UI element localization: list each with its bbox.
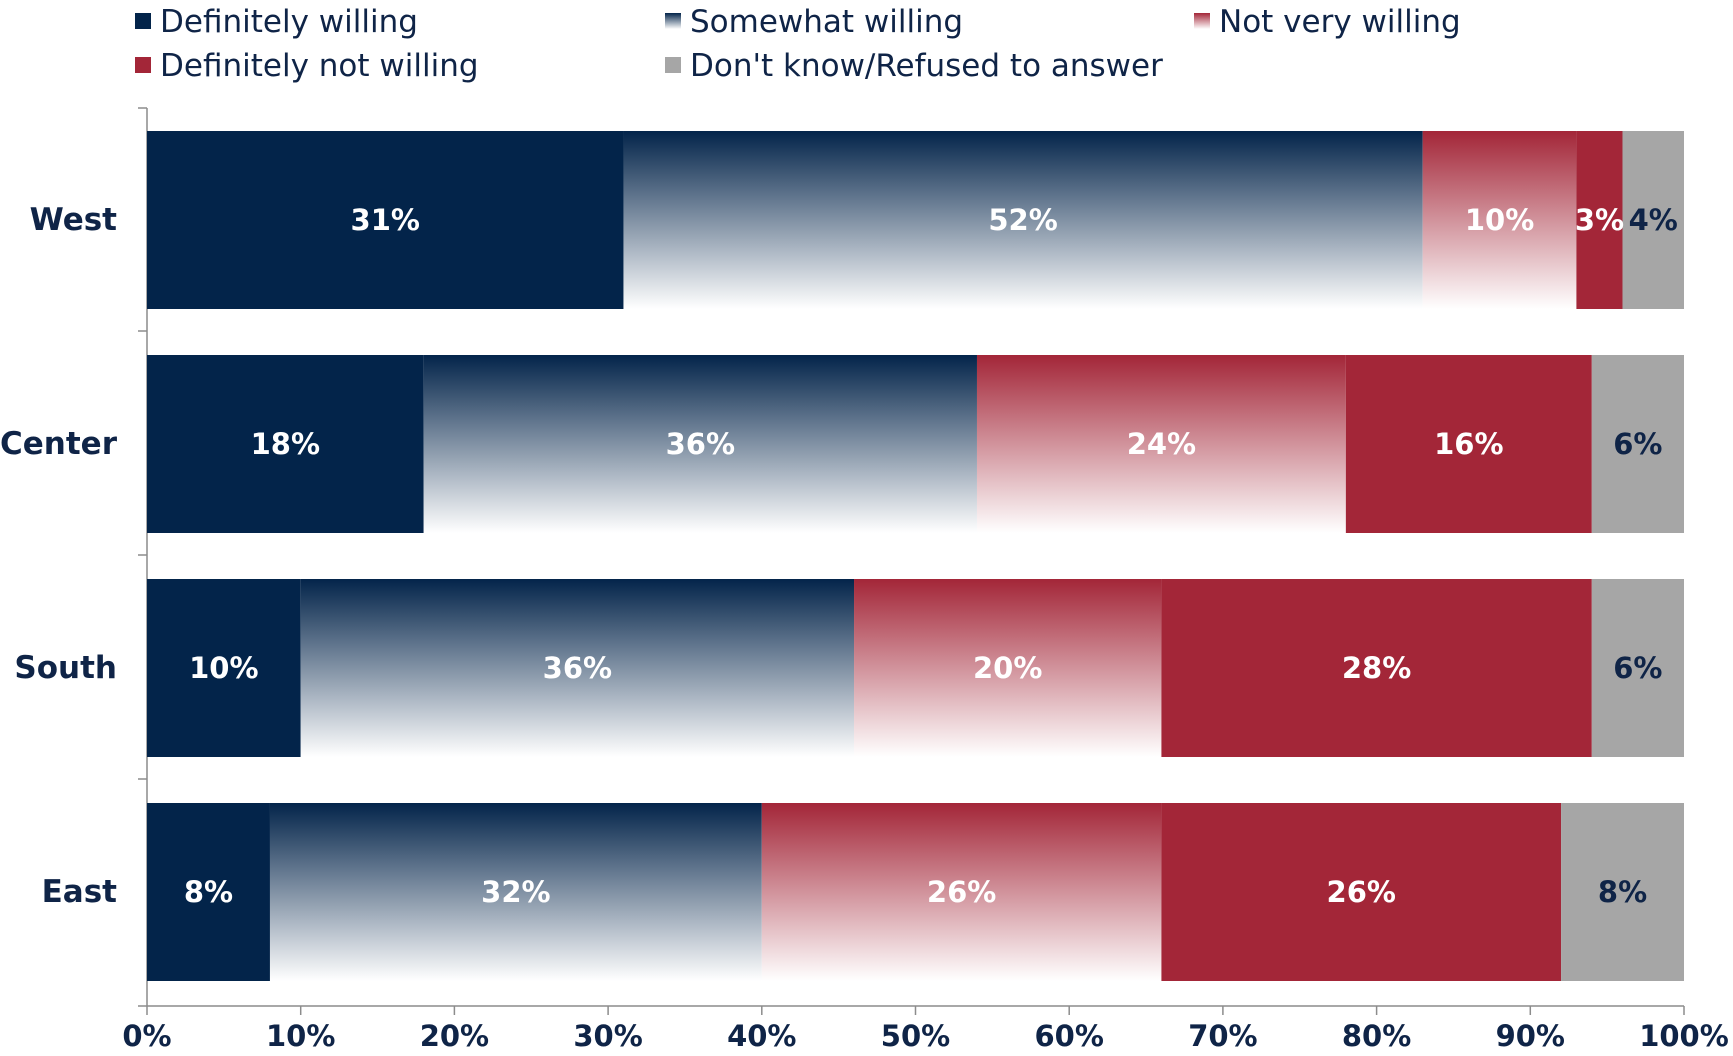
category-label-south: South (14, 650, 117, 686)
bar-west-definitely-willing (147, 131, 624, 309)
data-labels: 31% 52% 10% 3% 4% 18% 36% 24% 16% 6% 10% 36% 20% 28% 6… (184, 203, 1678, 909)
bar-south-definitely-not-willing (1161, 579, 1592, 757)
bar-east-not-very-willing (761, 803, 1162, 981)
data-label-east-definitely-not-willing: 26% (1327, 875, 1396, 909)
x-tick-label-40: 40% (727, 1019, 796, 1053)
data-label-east-somewhat-willing: 32% (481, 875, 550, 909)
x-tick-label-30: 30% (573, 1019, 642, 1053)
bar-south-not-very-willing (854, 579, 1162, 757)
data-label-west-somewhat-willing: 52% (988, 203, 1057, 237)
data-label-west-definitely-willing: 31% (351, 203, 420, 237)
x-tick-label-90: 90% (1496, 1019, 1565, 1053)
data-label-south-don-t-know-refused-to-answer: 6% (1613, 651, 1662, 685)
bar-center-definitely-not-willing (1345, 355, 1592, 533)
axes: 0% 10% 20% 30% 40% 50% 60% 70% 80% 90% 100% West Cen… (0, 107, 1729, 1053)
bar-center-definitely-willing (147, 355, 424, 533)
x-tick-label-70: 70% (1188, 1019, 1257, 1053)
x-tick-label-0: 0% (122, 1019, 171, 1053)
legend-swatch-somewhat-willing (665, 13, 681, 29)
data-label-west-definitely-not-willing: 3% (1575, 203, 1624, 237)
data-label-center-don-t-know-refused-to-answer: 6% (1613, 427, 1662, 461)
data-label-west-not-very-willing: 10% (1465, 203, 1534, 237)
bar-east-definitely-not-willing (1161, 803, 1562, 981)
data-label-south-somewhat-willing: 36% (543, 651, 612, 685)
bar-west-somewhat-willing (623, 131, 1423, 309)
legend-label-definitely-willing: Definitely willing (160, 4, 418, 40)
bars (147, 131, 1684, 981)
bar-west-don-t-know-refused-to-answer (1622, 131, 1684, 309)
data-label-east-not-very-willing: 26% (927, 875, 996, 909)
bar-south-don-t-know-refused-to-answer (1591, 579, 1684, 757)
bar-center-don-t-know-refused-to-answer (1591, 355, 1684, 533)
data-label-south-definitely-not-willing: 28% (1342, 651, 1411, 685)
x-tick-label-50: 50% (881, 1019, 950, 1053)
bar-west-not-very-willing (1422, 131, 1577, 309)
x-tick-label-100: 100% (1639, 1019, 1729, 1053)
data-label-center-definitely-willing: 18% (251, 427, 320, 461)
bar-east-definitely-willing (147, 803, 270, 981)
category-label-east: East (42, 874, 118, 910)
data-label-south-definitely-willing: 10% (189, 651, 258, 685)
data-label-center-not-very-willing: 24% (1127, 427, 1196, 461)
category-label-west: West (30, 202, 118, 238)
data-label-center-somewhat-willing: 36% (666, 427, 735, 461)
legend: Definitely willing Somewhat willing Not ve… (135, 4, 1461, 84)
legend-label-not-very-willing: Not very willing (1219, 4, 1461, 40)
x-tick-label-20: 20% (420, 1019, 489, 1053)
legend-swatch-don-t-know-refused-to-answer (665, 57, 681, 73)
bar-center-somewhat-willing (423, 355, 977, 533)
data-label-center-definitely-not-willing: 16% (1434, 427, 1503, 461)
bar-center-not-very-willing (976, 355, 1346, 533)
bar-south-somewhat-willing (300, 579, 855, 757)
legend-swatch-definitely-willing (135, 13, 151, 29)
legend-label-definitely-not-willing: Definitely not willing (160, 48, 479, 84)
data-label-east-definitely-willing: 8% (184, 875, 233, 909)
legend-swatch-not-very-willing (1194, 13, 1210, 29)
x-tick-label-10: 10% (266, 1019, 335, 1053)
data-label-south-not-very-willing: 20% (973, 651, 1042, 685)
x-tick-label-60: 60% (1034, 1019, 1103, 1053)
legend-swatch-definitely-not-willing (135, 57, 151, 73)
bar-east-don-t-know-refused-to-answer (1561, 803, 1684, 981)
x-tick-label-80: 80% (1342, 1019, 1411, 1053)
bar-west-definitely-not-willing (1576, 131, 1623, 309)
category-label-center: Center (0, 426, 118, 462)
data-label-west-don-t-know-refused-to-answer: 4% (1629, 203, 1678, 237)
bar-south-definitely-willing (147, 579, 301, 757)
data-label-east-don-t-know-refused-to-answer: 8% (1598, 875, 1647, 909)
bar-east-somewhat-willing (269, 803, 762, 981)
legend-label-don-t-know-refused-to-answer: Don't know/Refused to answer (690, 48, 1163, 84)
legend-label-somewhat-willing: Somewhat willing (690, 4, 963, 40)
